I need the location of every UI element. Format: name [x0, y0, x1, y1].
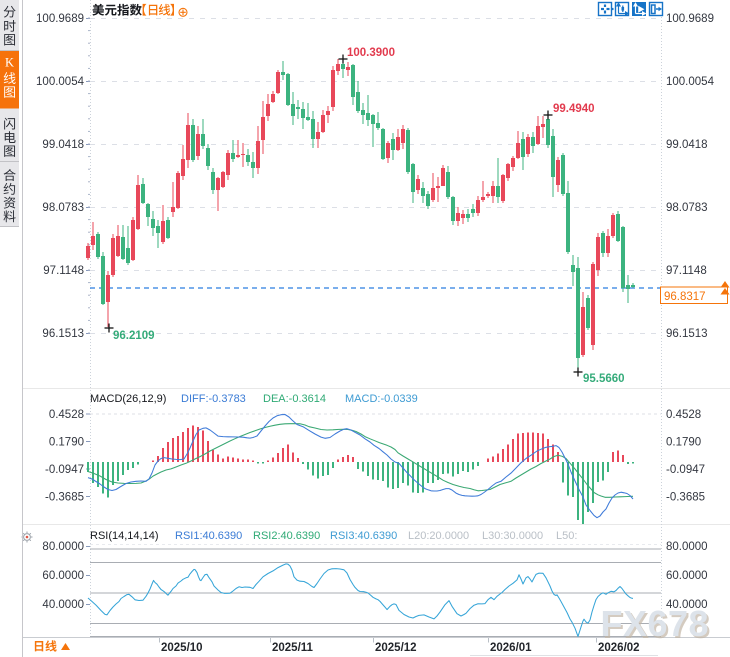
svg-text:L30:30.0000: L30:30.0000 [482, 530, 543, 542]
svg-text:40.0000: 40.0000 [666, 599, 708, 611]
svg-text:60.0000: 60.0000 [42, 570, 84, 582]
svg-text:96.1513: 96.1513 [666, 328, 708, 340]
svg-text:100.3900: 100.3900 [347, 47, 395, 59]
svg-text:-0.0947: -0.0947 [45, 464, 84, 476]
svg-text:99.0418: 99.0418 [42, 139, 84, 151]
svg-text:40.0000: 40.0000 [42, 599, 84, 611]
svg-text:-0.3685: -0.3685 [45, 492, 84, 504]
svg-text:MACD:-0.0339: MACD:-0.0339 [345, 393, 418, 405]
svg-text:0.1790: 0.1790 [49, 437, 84, 449]
svg-text:80.0000: 80.0000 [666, 541, 708, 553]
svg-text:RSI(14,14,14): RSI(14,14,14) [90, 530, 158, 542]
svg-text:100.9689: 100.9689 [666, 13, 714, 25]
svg-text:95.5660: 95.5660 [583, 373, 625, 385]
svg-text:100.0054: 100.0054 [36, 76, 85, 88]
svg-text:100.9689: 100.9689 [36, 13, 84, 25]
svg-text:97.1148: 97.1148 [666, 265, 707, 277]
svg-text:96.2109: 96.2109 [113, 330, 155, 342]
svg-text:FX678: FX678 [603, 605, 712, 646]
svg-text:0.4528: 0.4528 [49, 409, 84, 421]
svg-text:FX678: FX678 [601, 603, 710, 644]
svg-text:2025/10: 2025/10 [161, 642, 203, 654]
svg-text:97.1148: 97.1148 [43, 265, 84, 277]
svg-text:60.0000: 60.0000 [666, 570, 708, 582]
svg-text:96.1513: 96.1513 [42, 328, 84, 340]
svg-text:98.0783: 98.0783 [666, 202, 708, 214]
svg-text:2026/02: 2026/02 [598, 642, 640, 654]
svg-text:98.0783: 98.0783 [42, 202, 84, 214]
svg-text:99.4940: 99.4940 [553, 103, 595, 115]
svg-text:L50:: L50: [556, 530, 577, 542]
svg-text:99.0418: 99.0418 [666, 139, 708, 151]
svg-text:RSI2:40.6390: RSI2:40.6390 [253, 530, 320, 542]
svg-text:0.4528: 0.4528 [666, 409, 701, 421]
svg-text:RSI3:40.6390: RSI3:40.6390 [330, 530, 397, 542]
svg-text:DIFF:-0.3783: DIFF:-0.3783 [181, 393, 246, 405]
svg-text:MACD(26,12,9): MACD(26,12,9) [90, 393, 166, 405]
svg-text:80.0000: 80.0000 [42, 541, 84, 553]
svg-text:-0.0947: -0.0947 [666, 464, 705, 476]
svg-text:RSI1:40.6390: RSI1:40.6390 [175, 530, 242, 542]
svg-text:K: K [5, 56, 14, 70]
svg-text:100.0054: 100.0054 [666, 76, 715, 88]
svg-text:0.1790: 0.1790 [666, 437, 701, 449]
svg-text:2025/12: 2025/12 [375, 642, 417, 654]
svg-text:2026/01: 2026/01 [490, 642, 532, 654]
svg-text:96.8317: 96.8317 [664, 291, 706, 303]
svg-text:-0.3685: -0.3685 [666, 492, 705, 504]
svg-text:L20:20.0000: L20:20.0000 [408, 530, 469, 542]
svg-text:2025/11: 2025/11 [272, 642, 314, 654]
svg-text:DEA:-0.3614: DEA:-0.3614 [263, 393, 326, 405]
